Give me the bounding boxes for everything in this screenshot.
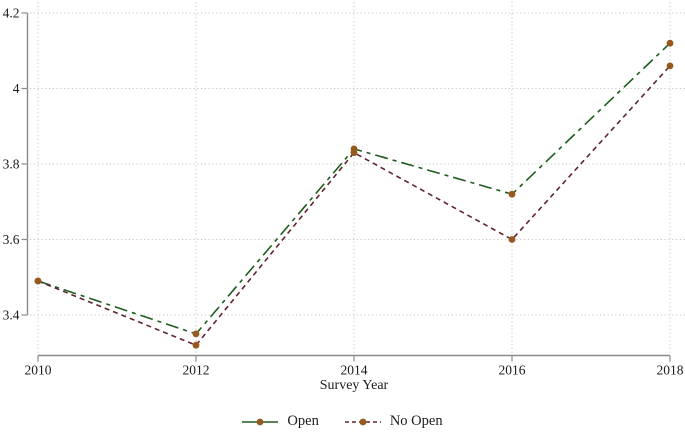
data-point-marker-no-open	[192, 341, 200, 349]
x-tick-label: 2016	[499, 363, 526, 378]
x-tick-label: 2014	[341, 363, 368, 378]
series-line-no-open	[37, 65, 671, 347]
legend-swatch-marker	[257, 418, 264, 425]
legend-item-no-open: No Open	[344, 413, 443, 430]
y-tick-label: 3.8	[3, 157, 20, 172]
x-tick-label: 2018	[657, 363, 684, 378]
x-tick-label: 2010	[25, 363, 52, 378]
data-point-marker-open	[192, 330, 200, 338]
y-tick-label: 3.4	[3, 308, 20, 323]
data-point-marker-no-open	[350, 149, 358, 157]
legend-swatch-marker	[359, 418, 367, 425]
data-point-marker-open	[666, 39, 674, 47]
legend-item-open: Open	[242, 413, 319, 430]
legend-label-no-open: No Open	[389, 413, 443, 429]
data-point-marker-no-open	[508, 236, 516, 243]
legend-swatch-no-open-icon	[344, 418, 381, 425]
legend-label-open: Open	[287, 413, 319, 429]
x-axis-title: Survey Year	[319, 378, 389, 393]
y-tick-label: 3.6	[3, 232, 20, 247]
data-point-marker-no-open	[666, 62, 674, 70]
x-tick-label: 2012	[183, 363, 210, 378]
legend: Open No Open	[0, 413, 685, 430]
y-tick-label: 4	[13, 81, 20, 96]
data-point-marker-open	[508, 190, 516, 198]
data-point-marker-no-open	[34, 277, 42, 285]
legend-swatch-open-icon	[242, 418, 279, 425]
y-tick-label: 4.2	[3, 6, 20, 21]
